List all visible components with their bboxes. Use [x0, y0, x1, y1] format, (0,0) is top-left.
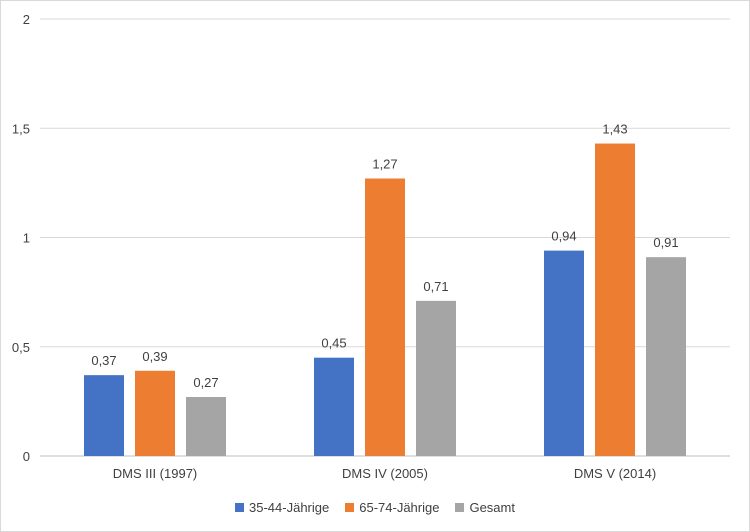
category-label: DMS III (1997) [113, 466, 198, 481]
x-axis-category-labels: DMS III (1997) DMS IV (2005) DMS V (2014) [113, 466, 656, 481]
bar-gesamt-3 [646, 257, 686, 456]
data-label: 0,71 [423, 279, 448, 294]
bar-65-74-j-hrige-1 [135, 370, 175, 456]
bar-65-74-j-hrige-3 [595, 143, 635, 457]
bar-35-44-j-hrige-2 [314, 357, 354, 456]
y-tick-label: 2 [23, 12, 30, 27]
y-tick-label: 1,5 [12, 121, 30, 136]
bar-gesamt-1 [186, 397, 226, 456]
bar-35-44-j-hrige-1 [84, 375, 124, 456]
data-label: 0,45 [321, 336, 346, 351]
data-labels: 0,37 0,39 0,27 0,45 1,27 0,71 0,94 1,43 0,91 [91, 122, 678, 390]
legend-swatch [345, 502, 355, 512]
category-label: DMS V (2014) [574, 466, 656, 481]
data-label: 1,43 [602, 122, 627, 137]
data-label: 0,37 [91, 353, 116, 368]
legend-label: 35-44-Jährige [249, 499, 330, 515]
data-label: 1,27 [372, 157, 397, 172]
bars [84, 143, 686, 457]
bar-gesamt-2 [416, 300, 456, 456]
legend-item: Gesamt [455, 500, 515, 515]
legend-swatch [235, 502, 245, 512]
category-label: DMS IV (2005) [342, 466, 428, 481]
y-tick-label: 0 [23, 449, 30, 464]
legend-swatch [455, 502, 465, 512]
legend-item: 65-74-Jährige [345, 500, 439, 515]
legend-label: Gesamt [469, 499, 515, 515]
y-axis-tick-labels: 0 0,5 1 1,5 2 [12, 12, 30, 464]
legend-label: 65-74-Jährige [359, 499, 440, 515]
legend-item: 35-44-Jährige [235, 500, 329, 515]
data-label: 0,91 [653, 235, 678, 250]
data-label: 0,94 [551, 229, 576, 244]
legend: 35-44-Jährige 65-74-Jährige Gesamt [0, 497, 750, 517]
y-tick-label: 1 [23, 231, 30, 246]
bar-65-74-j-hrige-2 [365, 178, 405, 456]
bar-35-44-j-hrige-3 [544, 250, 584, 456]
data-label: 0,39 [142, 349, 167, 364]
y-tick-label: 0,5 [12, 340, 30, 355]
data-label: 0,27 [193, 375, 218, 390]
